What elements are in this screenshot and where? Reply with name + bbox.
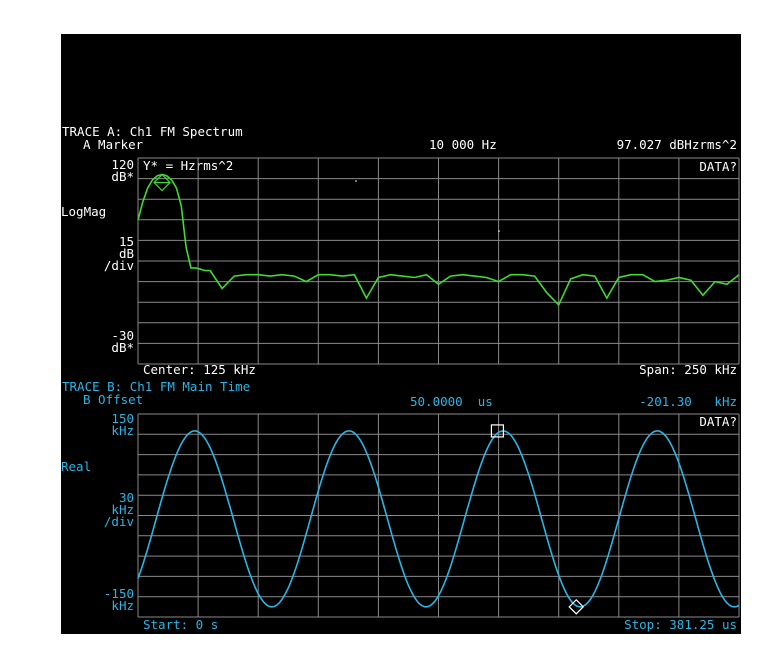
- trace-b-stop: Stop: 381.25 us: [624, 617, 737, 632]
- trace-a-line: [137, 173, 740, 307]
- trace-b-top-unit: kHz: [111, 423, 134, 438]
- trace-b-grid: [137, 413, 740, 618]
- diamond-marker-icon[interactable]: [153, 173, 171, 192]
- trace-a-top-unit: dB*: [111, 169, 134, 184]
- trace-a-marker-x: 10 000 Hz: [429, 137, 497, 152]
- trace-a-bottom-value: -30: [111, 328, 134, 343]
- trace-b-title: TRACE B: Ch1 FM Main Time: [62, 379, 251, 394]
- trace-a-status: DATA?: [699, 159, 737, 174]
- trace-b-marker-x: 50.0000 us: [410, 394, 493, 409]
- trace-plots: [137, 157, 740, 618]
- analyzer-screen: TRACE A: Ch1 FM Spectrum A Marker 10 000…: [61, 34, 741, 634]
- trace-a-y-unit-note: Y* = Hzrms^2: [143, 158, 234, 173]
- trace-a-span: Span: 250 kHz: [639, 362, 737, 377]
- trace-a-scale-value: 15: [118, 234, 134, 249]
- diamond-offset-marker-icon[interactable]: [568, 599, 585, 615]
- trace-b-marker-label: B Offset: [83, 392, 144, 407]
- trace-a-scale-per: /div: [103, 258, 134, 273]
- trace-b-marker-y: -201.30 kHz: [639, 394, 737, 409]
- trace-a-title: TRACE A: Ch1 FM Spectrum: [62, 124, 243, 139]
- trace-b-scale-per: /div: [103, 514, 134, 529]
- trace-a-format: LogMag: [61, 204, 107, 219]
- trace-b-scale-unit: kHz: [111, 502, 134, 517]
- trace-b-bottom-unit: kHz: [111, 598, 134, 613]
- trace-a-grid: [137, 157, 740, 365]
- trace-b-start: Start: 0 s: [143, 617, 219, 632]
- trace-a-top-value: 120: [111, 157, 134, 172]
- trace-b-format: Real: [61, 459, 92, 474]
- trace-b-scale-value: 30: [118, 490, 134, 505]
- trace-b-line: [137, 430, 740, 608]
- screen-dot: [355, 180, 357, 182]
- trace-b-bottom-value: -150: [103, 586, 134, 601]
- trace-a-center: Center: 125 kHz: [143, 362, 256, 377]
- screen-dot: [498, 230, 500, 232]
- trace-b-status: DATA?: [699, 414, 737, 429]
- trace-b-top-value: 150: [111, 411, 134, 426]
- trace-a-bottom-unit: dB*: [111, 340, 134, 355]
- square-reference-marker-icon[interactable]: [490, 424, 505, 438]
- trace-a-scale-unit: dB: [118, 246, 134, 261]
- trace-a-marker-y: 97.027 dBHzrms^2: [616, 137, 737, 152]
- trace-a-marker-label: A Marker: [83, 137, 144, 152]
